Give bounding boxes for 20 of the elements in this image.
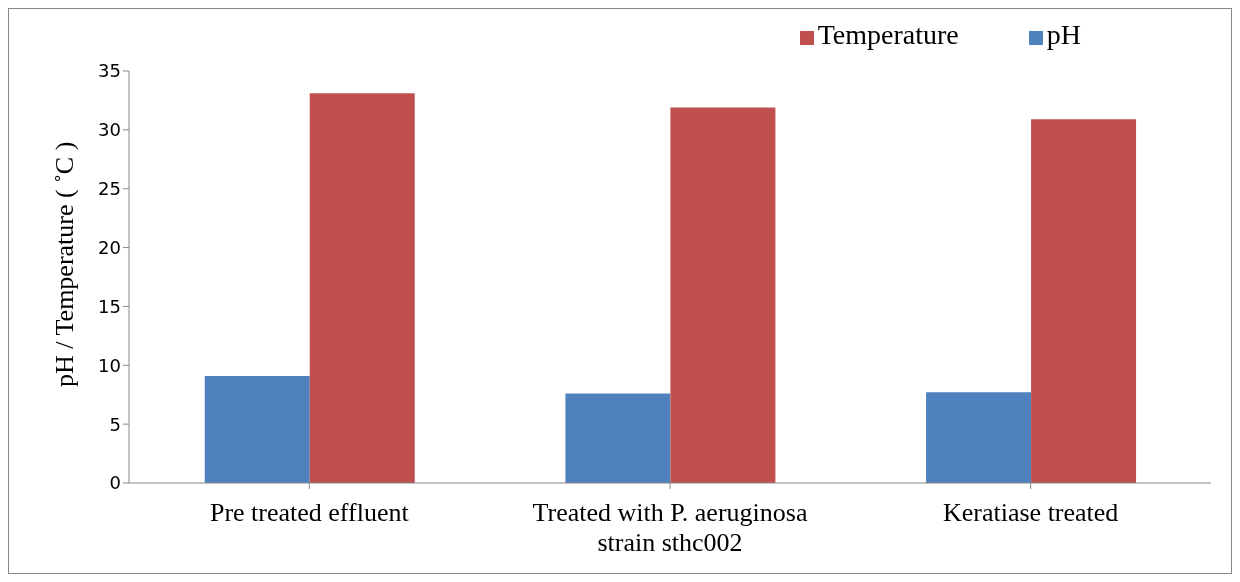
y-tick-label: 20 bbox=[98, 236, 121, 258]
y-tick-label: 15 bbox=[98, 295, 121, 317]
legend-label: pH bbox=[1046, 19, 1081, 50]
x-tick-label: Keratiase treated bbox=[942, 498, 1119, 527]
bar bbox=[204, 375, 310, 483]
bar bbox=[670, 107, 776, 483]
bar bbox=[926, 392, 1032, 483]
x-tick-label: Pre treated effluent bbox=[209, 498, 410, 527]
bar bbox=[309, 93, 415, 483]
bar bbox=[565, 393, 671, 483]
y-tick-label: 30 bbox=[98, 119, 121, 141]
legend-label: Temperature bbox=[817, 19, 959, 50]
y-tick-label: 10 bbox=[98, 354, 121, 376]
y-axis-title: pH / Temperature ( ˚C ) bbox=[50, 141, 80, 387]
y-tick-label: 25 bbox=[98, 178, 121, 200]
y-tick-label: 35 bbox=[98, 60, 121, 82]
x-tick-label: Treated with P. aeruginosa strain sthc002 bbox=[532, 498, 808, 557]
y-tick-label: 5 bbox=[109, 413, 121, 435]
bar bbox=[1031, 119, 1137, 483]
y-tick-label: 0 bbox=[109, 472, 121, 494]
